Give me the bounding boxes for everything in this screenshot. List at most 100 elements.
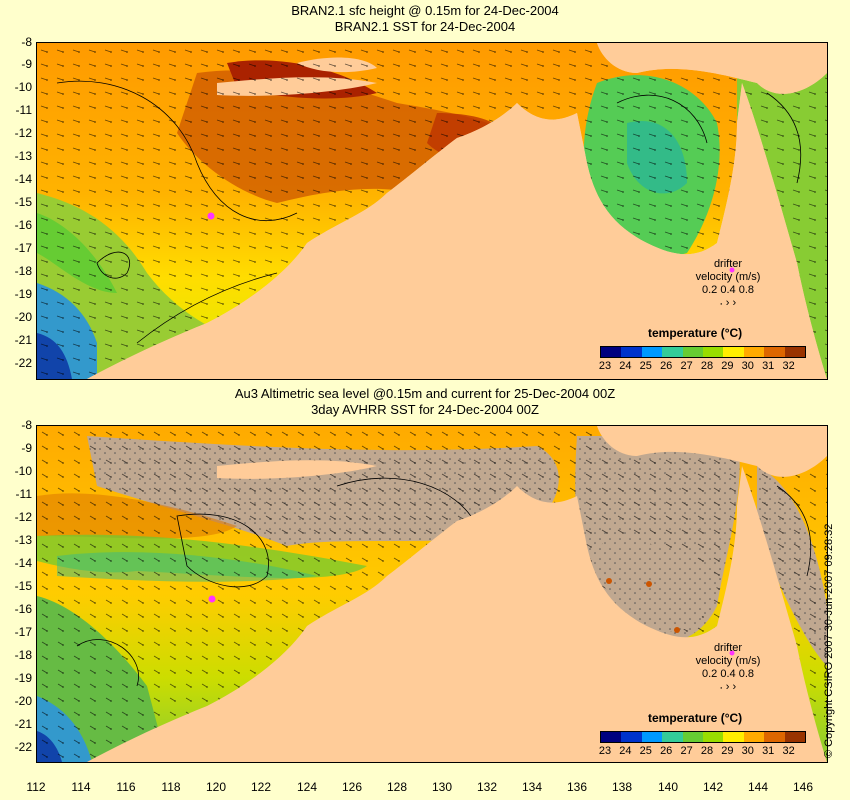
colorbar-swatch bbox=[641, 732, 663, 742]
top-title-line2: BRAN2.1 SST for 24-Dec-2004 bbox=[334, 19, 516, 34]
copyright-notice: © Copyright CSIRO 2007 30-Jun-2007 09:28… bbox=[823, 523, 835, 758]
colorbar-label: 30 bbox=[741, 360, 754, 372]
lon-tick: 138 bbox=[611, 780, 633, 794]
lat-tick: -15 bbox=[14, 579, 32, 593]
colorbar-swatch bbox=[764, 347, 785, 357]
lat-tick: -21 bbox=[14, 333, 32, 347]
lat-tick: -13 bbox=[14, 533, 32, 547]
colorbar-swatch bbox=[621, 732, 642, 742]
colorbar-label: 27 bbox=[680, 745, 693, 757]
lat-tick: -19 bbox=[14, 671, 32, 685]
lat-tick: -9 bbox=[21, 441, 32, 455]
lon-tick: 112 bbox=[26, 780, 46, 794]
colorbar-label: 32 bbox=[782, 745, 795, 757]
colorbar-swatch bbox=[784, 732, 806, 742]
lon-tick: 134 bbox=[521, 780, 543, 794]
colorbar-label: 32 bbox=[782, 360, 795, 372]
lat-tick: -9 bbox=[21, 57, 32, 71]
drifter-arrow-samples: ⸳ › › bbox=[719, 681, 737, 693]
colorbar-swatch bbox=[703, 732, 724, 742]
lon-tick: 140 bbox=[657, 780, 679, 794]
colorbar-label: 31 bbox=[762, 360, 775, 372]
drifter-marker-bottom bbox=[208, 595, 216, 603]
lat-tick: -11 bbox=[15, 103, 32, 117]
colorbar-label: 29 bbox=[721, 745, 734, 757]
lat-tick: -11 bbox=[15, 487, 32, 501]
colorbar-label: 28 bbox=[700, 360, 714, 372]
colorbar-swatch bbox=[682, 732, 704, 742]
lon-tick: 114 bbox=[71, 780, 91, 794]
colorbar-label: 25 bbox=[639, 360, 652, 372]
lat-tick: -22 bbox=[14, 740, 32, 754]
lat-tick: -16 bbox=[14, 602, 32, 616]
lat-tick: -19 bbox=[14, 287, 32, 301]
colorbar-title-bottom: temperature (°C) bbox=[648, 711, 743, 725]
top-sst-map bbox=[36, 42, 828, 380]
colorbar-label: 24 bbox=[619, 360, 632, 372]
colorbar-title-top: temperature (°C) bbox=[648, 326, 743, 340]
lon-tick: 120 bbox=[205, 780, 227, 794]
colorbar-swatch bbox=[682, 347, 704, 357]
colorbar-label: 28 bbox=[700, 745, 714, 757]
colorbar-label: 25 bbox=[639, 745, 652, 757]
colorbar-label: 26 bbox=[660, 745, 673, 757]
lat-tick: -18 bbox=[14, 648, 32, 662]
lon-tick: 144 bbox=[747, 780, 769, 794]
colorbar-swatch bbox=[662, 732, 683, 742]
lon-tick: 118 bbox=[161, 780, 181, 794]
colorbar-swatch bbox=[621, 347, 642, 357]
lon-tick: 146 bbox=[792, 780, 814, 794]
drifter-legend-bottom: drifter velocity (m/s) 0.2 0.4 0.8 ⸳ › › bbox=[683, 642, 773, 694]
lat-tick: -10 bbox=[14, 464, 32, 478]
lat-tick: -17 bbox=[14, 241, 32, 255]
colorbar-swatch bbox=[784, 347, 806, 357]
lon-tick: 128 bbox=[386, 780, 408, 794]
lon-tick: 116 bbox=[116, 780, 136, 794]
colorbar-label: 24 bbox=[619, 745, 632, 757]
lat-tick: -12 bbox=[14, 510, 32, 524]
lat-tick: -16 bbox=[14, 218, 32, 232]
bottom-title-line1: Au3 Altimetric sea level @0.15m and curr… bbox=[234, 386, 616, 401]
lat-tick: -20 bbox=[14, 694, 32, 708]
lat-tick: -20 bbox=[14, 310, 32, 324]
colorbar-label: 27 bbox=[680, 360, 693, 372]
colorbar-swatch bbox=[743, 347, 765, 357]
lon-tick: 136 bbox=[566, 780, 588, 794]
drifter-marker-top bbox=[207, 212, 215, 220]
lon-tick: 124 bbox=[296, 780, 318, 794]
lat-tick: -15 bbox=[14, 195, 32, 209]
lon-tick: 130 bbox=[431, 780, 453, 794]
colorbar-label: 31 bbox=[762, 745, 775, 757]
bottom-title-line2: 3day AVHRR SST for 24-Dec-2004 00Z bbox=[311, 402, 539, 417]
colorbar-top bbox=[600, 346, 806, 358]
lat-tick: -8 bbox=[21, 35, 32, 49]
lat-tick: -18 bbox=[14, 264, 32, 278]
lat-tick: -14 bbox=[14, 172, 32, 186]
colorbar-bottom bbox=[600, 731, 806, 743]
colorbar-swatch bbox=[703, 347, 724, 357]
colorbar-swatch bbox=[601, 732, 622, 742]
lat-tick: -8 bbox=[21, 418, 32, 432]
bottom-sst-map bbox=[36, 425, 828, 763]
lon-tick: 126 bbox=[341, 780, 363, 794]
lat-tick: -12 bbox=[14, 126, 32, 140]
colorbar-swatch bbox=[641, 347, 663, 357]
colorbar-label: 26 bbox=[660, 360, 673, 372]
colorbar-label: 29 bbox=[721, 360, 734, 372]
lon-tick: 132 bbox=[476, 780, 498, 794]
colorbar-label: 23 bbox=[598, 745, 612, 757]
lat-tick: -14 bbox=[14, 556, 32, 570]
lat-tick: -17 bbox=[14, 625, 32, 639]
lat-tick: -13 bbox=[14, 149, 32, 163]
colorbar-swatch bbox=[723, 347, 744, 357]
lat-tick: -10 bbox=[14, 80, 32, 94]
drifter-arrow-samples: ⸳ › › bbox=[719, 297, 737, 309]
colorbar-swatch bbox=[764, 732, 785, 742]
lat-tick: -22 bbox=[14, 356, 32, 370]
top-title-line1: BRAN2.1 sfc height @ 0.15m for 24-Dec-20… bbox=[291, 3, 559, 18]
lat-tick: -21 bbox=[14, 717, 32, 731]
lon-tick: 122 bbox=[250, 780, 272, 794]
colorbar-swatch bbox=[662, 347, 683, 357]
colorbar-swatch bbox=[723, 732, 744, 742]
colorbar-swatch bbox=[601, 347, 622, 357]
